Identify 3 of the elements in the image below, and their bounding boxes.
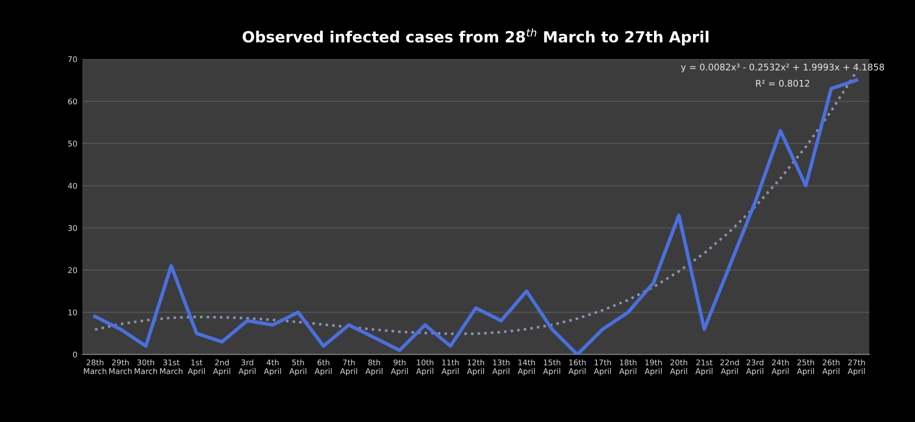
annotation: y = 0.0082x³ - 0.2532x² + 1.9993x + 4.1858 [681, 64, 884, 72]
chart-title: Observed infected cases from 28$^{th}$ March to 27th April [242, 28, 708, 46]
annotation: R² = 0.8012 [756, 80, 810, 87]
